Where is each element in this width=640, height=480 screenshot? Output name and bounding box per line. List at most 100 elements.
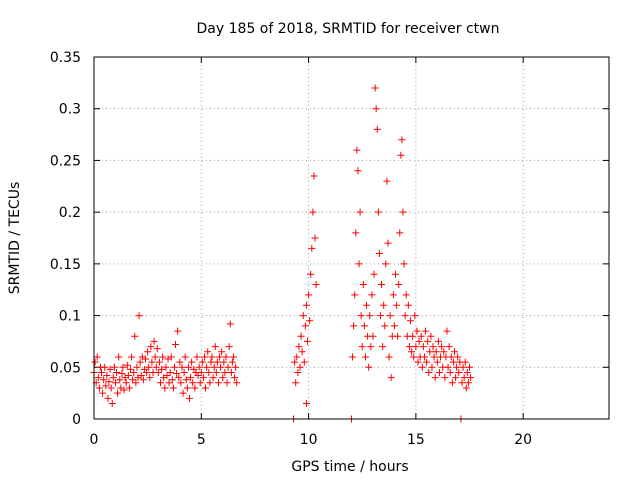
data-point [312,281,320,289]
data-point [182,376,190,384]
data-point [148,358,156,366]
data-point [423,358,431,366]
data-point [390,322,398,330]
data-point [458,379,466,387]
data-point [210,363,218,371]
data-point [294,368,302,376]
data-point [203,363,211,371]
data-point [195,363,203,371]
data-point [411,312,419,320]
data-point [304,337,312,345]
data-point [395,281,403,289]
data-point [386,312,394,320]
data-point [153,345,161,353]
data-point [306,317,314,325]
data-point [429,343,437,351]
data-point [463,368,471,376]
data-point [101,363,109,371]
data-point [193,353,201,361]
data-point [201,353,209,361]
data-point [455,368,463,376]
data-point [125,384,133,392]
data-point [401,312,409,320]
y-tick-label: 0.15 [50,257,81,273]
y-tick-label: 0.35 [50,50,81,66]
data-point [350,322,358,330]
data-point [103,372,111,380]
data-point [459,363,467,371]
data-point [426,348,434,356]
data-point [413,327,421,335]
data-point [155,358,163,366]
data-point [131,332,139,340]
data-point [351,291,359,299]
data-point [189,379,197,387]
data-point [217,363,225,371]
data-point [221,368,229,376]
data-point [365,363,373,371]
data-point [441,374,449,382]
data-point [214,379,222,387]
data-point [197,368,205,376]
data-point [373,125,381,133]
data-point [231,374,239,382]
data-point [163,372,171,380]
y-tick-label: 0.25 [50,153,81,169]
data-point [132,379,140,387]
data-point [299,312,307,320]
data-point [396,229,404,237]
data-point [94,374,102,382]
chart-title: Day 185 of 2018, SRMTID for receiver ctw… [197,21,500,37]
data-point [179,389,187,397]
data-point [407,317,415,325]
data-point [196,379,204,387]
data-point [159,353,167,361]
data-point [366,312,374,320]
data-point [307,270,315,278]
data-point [167,353,175,361]
data-point [400,260,408,268]
data-point [358,343,366,351]
y-tick-label: 0.3 [59,102,81,118]
data-point [178,363,186,371]
x-axis-label: GPS time / hours [291,459,408,475]
data-point [357,312,365,320]
data-point [427,332,435,340]
data-point [98,368,106,376]
data-point [174,327,182,335]
data-point [438,343,446,351]
data-point [291,358,299,366]
data-point [446,368,454,376]
data-point [405,343,413,351]
data-point [398,136,406,144]
data-point [452,374,460,382]
axis-ticks [93,56,609,420]
data-point [414,358,422,366]
data-point [380,301,388,309]
data-point [408,348,416,356]
data-point [177,379,185,387]
data-point [187,374,195,382]
data-point [104,394,112,402]
data-point [229,353,237,361]
data-point [391,270,399,278]
y-tick-label: 0.2 [59,205,81,221]
data-point [309,208,317,216]
data-point [367,343,375,351]
data-point [440,348,448,356]
data-point [383,177,391,185]
data-point [428,363,436,371]
data-point [435,368,443,376]
data-point [161,384,169,392]
data-point [425,368,433,376]
data-point [211,343,219,351]
data-point [445,343,453,351]
data-point [454,353,462,361]
data-point [146,374,154,382]
data-point [453,363,461,371]
data-point [99,389,107,397]
data-point [95,384,103,392]
data-point [207,358,215,366]
data-point [137,372,145,380]
data-point [173,369,181,377]
